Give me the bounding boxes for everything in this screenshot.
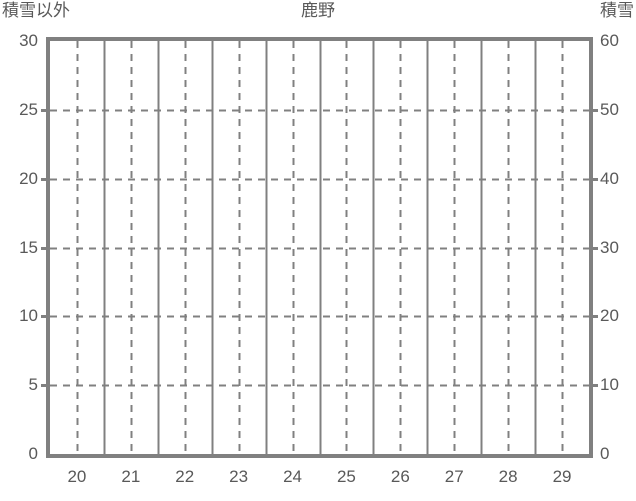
y-axis-tick-label-right: 30 <box>600 237 619 257</box>
x-axis-tick-label: 21 <box>121 467 141 486</box>
plot-inner <box>50 41 589 454</box>
left-axis-title: 積雪以外 <box>2 1 70 20</box>
x-axis-tick-label: 20 <box>67 467 87 486</box>
y-axis-tick-mark-left <box>41 108 46 112</box>
y-axis-tick-label-right: 60 <box>600 31 619 50</box>
x-axis-tick-label: 22 <box>175 467 195 486</box>
x-axis-tick-label: 24 <box>283 467 302 486</box>
gridlines <box>50 41 589 454</box>
y-axis-tick-mark-left <box>41 177 46 181</box>
y-axis-tick-mark-left <box>41 246 46 250</box>
x-axis-tick-label: 23 <box>229 467 249 486</box>
y-axis-tick-label-right: 0 <box>600 444 610 463</box>
y-axis-tick-label-left: 15 <box>19 237 38 257</box>
y-axis-tick-mark-right <box>593 315 598 319</box>
y-axis-tick-label-left: 10 <box>19 306 38 326</box>
y-axis-tick-label-left: 5 <box>28 375 38 395</box>
chart-title: 鹿野 <box>301 1 335 20</box>
x-axis-tick-label: 25 <box>336 467 356 486</box>
y-axis-tick-label-right: 20 <box>600 306 619 326</box>
x-axis-tick-label: 27 <box>444 467 464 486</box>
y-axis-tick-label-right: 10 <box>600 375 619 395</box>
y-axis-tick-label-left: 30 <box>19 31 38 50</box>
y-axis-tick-mark-right <box>593 246 598 250</box>
y-axis-tick-label-left: 0 <box>28 444 38 463</box>
x-axis-tick-label: 29 <box>552 467 572 486</box>
y-axis-tick-label-left: 25 <box>19 99 38 119</box>
plot-area <box>46 37 593 458</box>
y-axis-tick-mark-left <box>41 315 46 319</box>
y-axis-tick-label-left: 20 <box>19 168 38 188</box>
y-axis-tick-label-right: 50 <box>600 99 619 119</box>
y-axis-tick-mark-left <box>41 384 46 388</box>
y-axis-tick-mark-right <box>593 108 598 112</box>
y-axis-tick-mark-right <box>593 177 598 181</box>
x-axis-tick-label: 26 <box>390 467 410 486</box>
right-axis-title: 積雪 <box>600 1 634 20</box>
y-axis-tick-label-right: 40 <box>600 168 619 188</box>
x-axis-tick-label: 28 <box>498 467 518 486</box>
y-axis-tick-mark-right <box>593 384 598 388</box>
